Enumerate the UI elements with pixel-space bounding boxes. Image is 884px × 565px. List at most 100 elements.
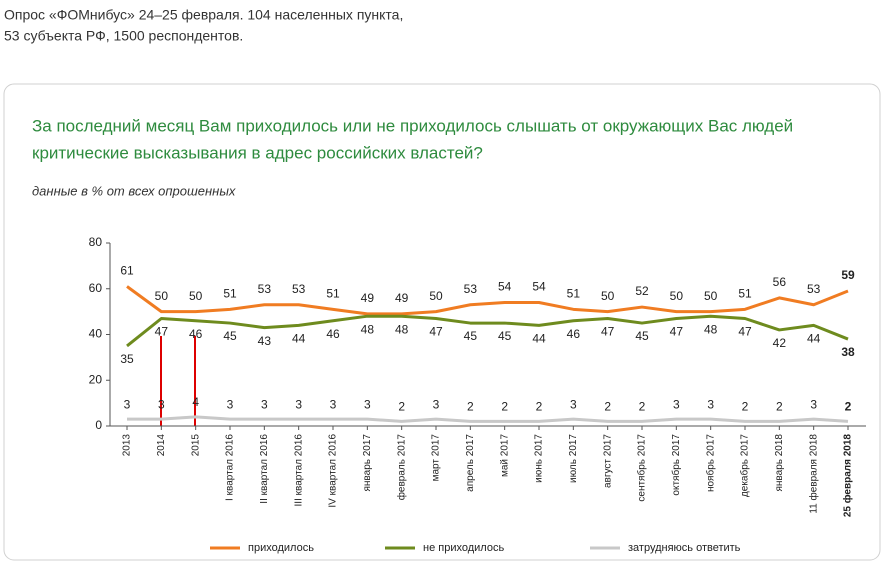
data-label: 3	[330, 397, 337, 411]
data-label: 45	[498, 329, 512, 343]
data-label: 48	[361, 322, 375, 336]
data-label: 53	[292, 282, 306, 296]
data-label: 53	[464, 282, 478, 296]
data-label: 49	[395, 291, 409, 305]
data-label: 47	[601, 325, 615, 339]
data-label: 4	[192, 395, 199, 409]
data-label: 46	[189, 327, 203, 341]
data-label: 3	[124, 397, 131, 411]
chart-title: критические высказывания в адрес российс…	[32, 143, 483, 162]
legend-label: приходилось	[248, 542, 314, 554]
data-label: 44	[807, 332, 821, 346]
y-tick-label: 80	[89, 235, 103, 249]
data-label: 3	[227, 397, 234, 411]
data-label: 50	[704, 289, 718, 303]
data-label: 47	[429, 325, 443, 339]
data-label: 44	[532, 332, 546, 346]
data-label: 50	[670, 289, 684, 303]
data-label: 53	[258, 282, 272, 296]
data-label: 51	[567, 287, 581, 301]
data-label: 59	[841, 268, 855, 282]
data-label: 50	[155, 289, 169, 303]
data-label: 43	[258, 334, 272, 348]
x-tick-label: II квартал 2016	[259, 434, 270, 504]
data-label: 47	[155, 325, 169, 339]
x-tick-label: август 2017	[602, 434, 613, 488]
y-tick-label: 60	[89, 281, 103, 295]
data-label: 48	[704, 322, 718, 336]
chart-frame	[3, 83, 881, 561]
data-label: 53	[807, 282, 821, 296]
x-tick-label: апрель 2017	[465, 434, 476, 492]
data-label: 54	[498, 280, 512, 294]
x-tick-label: январь 2017	[362, 434, 373, 492]
data-label: 3	[261, 397, 268, 411]
data-label: 2	[501, 400, 508, 414]
header-line: 53 субъекта РФ, 1500 респондентов.	[4, 28, 243, 44]
data-label: 54	[532, 280, 546, 294]
data-label: 3	[810, 397, 817, 411]
series-line	[127, 415, 849, 423]
x-tick-label: октябрь 2017	[670, 434, 682, 496]
x-tick-label: май 2017	[499, 434, 510, 477]
x-tick-label: 2014	[156, 434, 167, 457]
data-label: 46	[567, 327, 581, 341]
data-label: 50	[601, 289, 615, 303]
data-label: 61	[120, 264, 134, 278]
x-tick-label: декабрь 2017	[739, 434, 751, 498]
data-label: 46	[326, 327, 340, 341]
data-label: 52	[635, 284, 649, 298]
data-label: 51	[738, 287, 752, 301]
y-tick-label: 20	[89, 372, 103, 386]
data-label: 42	[773, 336, 787, 350]
x-tick-label: февраль 2017	[395, 434, 407, 501]
x-tick-label: 2015	[190, 434, 201, 457]
data-label: 3	[673, 397, 680, 411]
x-tick-label: 2013	[122, 434, 133, 457]
data-label: 51	[326, 287, 340, 301]
x-tick-label: июль 2017	[568, 434, 579, 483]
data-label: 35	[120, 352, 134, 366]
data-label: 3	[707, 397, 714, 411]
header-line: Опрос «ФОМнибус» 24–25 февраля. 104 насе…	[4, 7, 403, 23]
x-tick-label: I квартал 2016	[225, 434, 236, 501]
data-label: 3	[433, 397, 440, 411]
data-label: 45	[223, 329, 237, 343]
chart-subtitle: данные в % от всех опрошенных	[32, 183, 236, 198]
data-label: 3	[295, 397, 302, 411]
data-label: 44	[292, 332, 306, 346]
x-tick-label: март 2017	[431, 434, 442, 482]
x-tick-label: 11 февраля 2018	[807, 434, 819, 514]
data-label: 2	[536, 400, 543, 414]
data-label: 48	[395, 322, 409, 336]
data-label: 3	[158, 397, 165, 411]
data-label: 2	[742, 400, 749, 414]
x-tick-label: июнь 2017	[534, 434, 545, 483]
data-label: 56	[773, 275, 787, 289]
data-label: 2	[776, 400, 783, 414]
data-label: 2	[604, 400, 611, 414]
data-label: 47	[738, 325, 752, 339]
data-label: 3	[364, 397, 371, 411]
y-tick-label: 0	[95, 418, 102, 432]
x-tick-label: сентябрь 2017	[636, 434, 648, 502]
data-label: 50	[189, 289, 203, 303]
x-tick-label: ноябрь 2017	[704, 434, 716, 492]
data-label: 50	[429, 289, 443, 303]
data-label: 2	[467, 400, 474, 414]
series-line	[126, 285, 849, 316]
data-label: 45	[464, 329, 478, 343]
data-label: 2	[845, 400, 852, 414]
data-label: 45	[635, 329, 649, 343]
x-tick-label: III квартал 2016	[293, 434, 304, 507]
y-tick-label: 40	[89, 327, 103, 341]
data-label: 49	[361, 291, 375, 305]
x-tick-label: IV квартал 2016	[328, 434, 339, 508]
data-label: 2	[398, 400, 405, 414]
legend-label: затрудняюсь ответить	[628, 542, 741, 554]
data-label: 47	[670, 325, 684, 339]
x-tick-label: 25 февраля 2018	[842, 434, 854, 518]
data-label: 3	[570, 397, 577, 411]
data-label: 51	[223, 287, 237, 301]
